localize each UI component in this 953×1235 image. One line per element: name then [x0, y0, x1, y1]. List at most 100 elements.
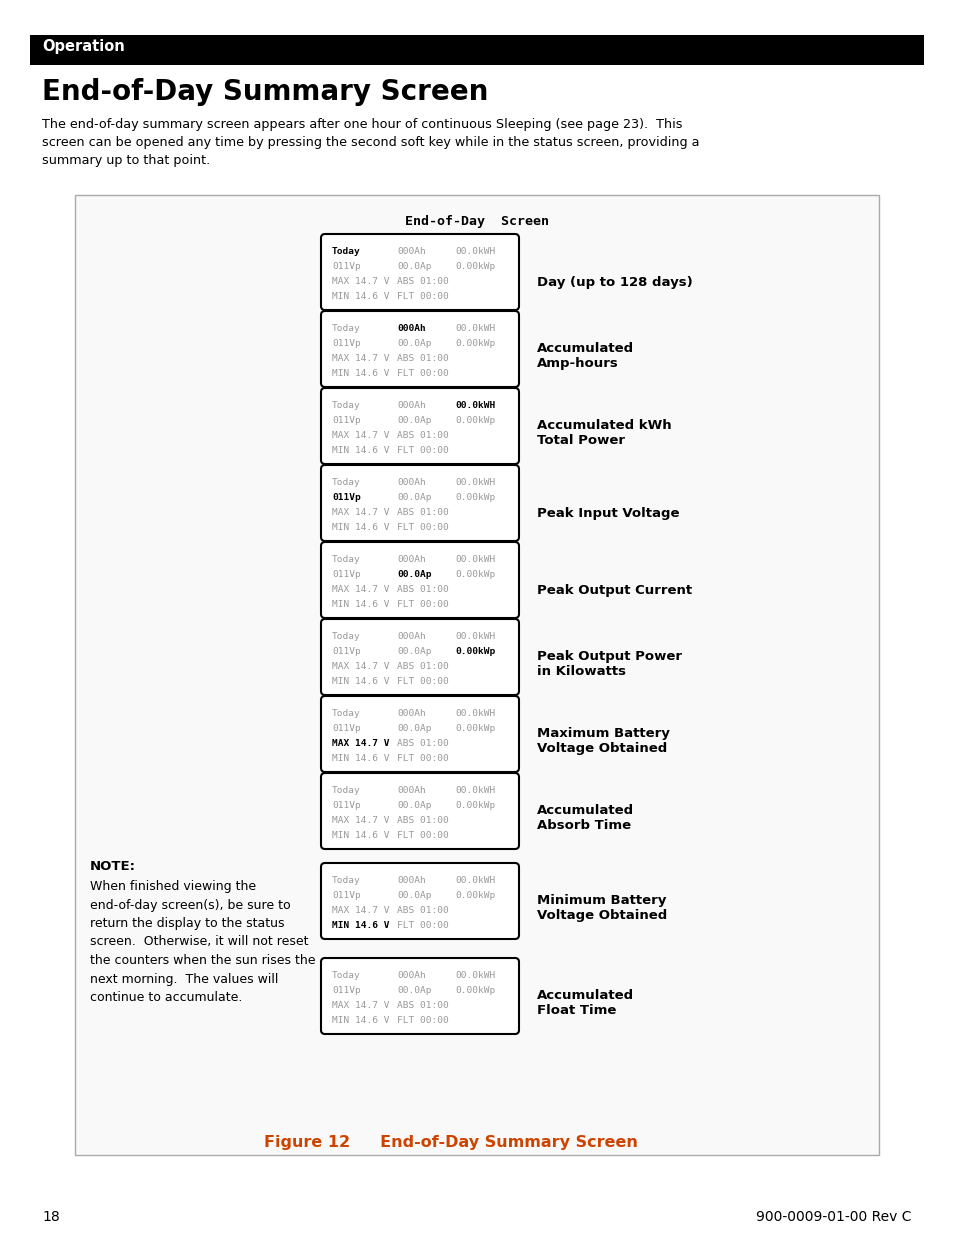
- Text: MIN 14.6 V: MIN 14.6 V: [332, 291, 389, 301]
- Text: 0.00kWp: 0.00kWp: [455, 724, 495, 734]
- Text: 000Ah: 000Ah: [396, 876, 425, 885]
- Text: 00.0kWH: 00.0kWH: [455, 247, 495, 256]
- Text: MIN 14.6 V: MIN 14.6 V: [332, 446, 389, 454]
- Text: ABS 01:00: ABS 01:00: [396, 739, 448, 748]
- Text: 00.0Ap: 00.0Ap: [396, 416, 431, 425]
- Text: When finished viewing the
end-of-day screen(s), be sure to
return the display to: When finished viewing the end-of-day scr…: [90, 881, 315, 1004]
- Text: 00.0kWH: 00.0kWH: [455, 401, 495, 410]
- Text: MIN 14.6 V: MIN 14.6 V: [332, 1016, 389, 1025]
- Text: 000Ah: 000Ah: [396, 785, 425, 795]
- Text: Accumulated: Accumulated: [537, 804, 634, 818]
- Text: Absorb Time: Absorb Time: [537, 819, 631, 832]
- Text: Minimum Battery: Minimum Battery: [537, 894, 666, 906]
- Text: MIN 14.6 V: MIN 14.6 V: [332, 921, 389, 930]
- Text: Today: Today: [332, 785, 360, 795]
- Text: NOTE:: NOTE:: [90, 860, 136, 873]
- Text: FLT 00:00: FLT 00:00: [396, 755, 448, 763]
- Text: End-of-Day Summary Screen: End-of-Day Summary Screen: [42, 78, 488, 106]
- Text: End-of-Day Summary Screen: End-of-Day Summary Screen: [352, 1135, 638, 1150]
- FancyBboxPatch shape: [320, 233, 518, 310]
- Text: Operation: Operation: [42, 40, 125, 54]
- Text: ABS 01:00: ABS 01:00: [396, 662, 448, 671]
- Text: FLT 00:00: FLT 00:00: [396, 600, 448, 609]
- FancyBboxPatch shape: [320, 863, 518, 939]
- Text: 000Ah: 000Ah: [396, 555, 425, 564]
- Text: 00.0kWH: 00.0kWH: [455, 876, 495, 885]
- Text: 00.0Ap: 00.0Ap: [396, 802, 431, 810]
- Text: 011Vp: 011Vp: [332, 802, 360, 810]
- Text: Figure 12: Figure 12: [264, 1135, 350, 1150]
- Text: in Kilowatts: in Kilowatts: [537, 664, 625, 678]
- Text: Peak Input Voltage: Peak Input Voltage: [537, 508, 679, 520]
- Text: 000Ah: 000Ah: [396, 709, 425, 718]
- FancyBboxPatch shape: [320, 388, 518, 464]
- Text: 0.00kWp: 0.00kWp: [455, 571, 495, 579]
- Text: 00.0Ap: 00.0Ap: [396, 986, 431, 995]
- Text: 0.00kWp: 0.00kWp: [455, 262, 495, 270]
- FancyBboxPatch shape: [320, 773, 518, 848]
- FancyBboxPatch shape: [320, 542, 518, 618]
- Text: Today: Today: [332, 401, 360, 410]
- Text: 011Vp: 011Vp: [332, 493, 360, 501]
- Text: 00.0kWH: 00.0kWH: [455, 709, 495, 718]
- Text: 900-0009-01-00 Rev C: 900-0009-01-00 Rev C: [756, 1210, 911, 1224]
- Text: 00.0Ap: 00.0Ap: [396, 493, 431, 501]
- Text: Voltage Obtained: Voltage Obtained: [537, 909, 666, 923]
- Text: ABS 01:00: ABS 01:00: [396, 816, 448, 825]
- Text: FLT 00:00: FLT 00:00: [396, 921, 448, 930]
- Text: 011Vp: 011Vp: [332, 986, 360, 995]
- Text: MIN 14.6 V: MIN 14.6 V: [332, 677, 389, 685]
- Text: Accumulated: Accumulated: [537, 989, 634, 1002]
- Text: MIN 14.6 V: MIN 14.6 V: [332, 369, 389, 378]
- Text: 00.0kWH: 00.0kWH: [455, 324, 495, 333]
- Text: 0.00kWp: 0.00kWp: [455, 986, 495, 995]
- Text: MAX 14.7 V: MAX 14.7 V: [332, 662, 389, 671]
- Text: FLT 00:00: FLT 00:00: [396, 291, 448, 301]
- Text: Today: Today: [332, 555, 360, 564]
- Text: MIN 14.6 V: MIN 14.6 V: [332, 522, 389, 532]
- Text: MAX 14.7 V: MAX 14.7 V: [332, 354, 389, 363]
- Text: ABS 01:00: ABS 01:00: [396, 1002, 448, 1010]
- Text: End-of-Day  Screen: End-of-Day Screen: [405, 215, 548, 228]
- Text: Accumulated kWh: Accumulated kWh: [537, 419, 671, 432]
- Text: MAX 14.7 V: MAX 14.7 V: [332, 816, 389, 825]
- FancyBboxPatch shape: [320, 619, 518, 695]
- Text: Accumulated: Accumulated: [537, 342, 634, 354]
- Text: 0.00kWp: 0.00kWp: [455, 338, 495, 348]
- Text: MAX 14.7 V: MAX 14.7 V: [332, 508, 389, 517]
- Text: MAX 14.7 V: MAX 14.7 V: [332, 585, 389, 594]
- Text: FLT 00:00: FLT 00:00: [396, 446, 448, 454]
- Text: 000Ah: 000Ah: [396, 401, 425, 410]
- Text: 000Ah: 000Ah: [396, 632, 425, 641]
- Text: ABS 01:00: ABS 01:00: [396, 906, 448, 915]
- Text: FLT 00:00: FLT 00:00: [396, 369, 448, 378]
- Text: 011Vp: 011Vp: [332, 416, 360, 425]
- Text: Voltage Obtained: Voltage Obtained: [537, 742, 666, 755]
- Text: 000Ah: 000Ah: [396, 478, 425, 487]
- Text: 011Vp: 011Vp: [332, 571, 360, 579]
- Text: 00.0kWH: 00.0kWH: [455, 785, 495, 795]
- Text: Amp-hours: Amp-hours: [537, 357, 618, 370]
- Text: 000Ah: 000Ah: [396, 324, 425, 333]
- FancyBboxPatch shape: [320, 311, 518, 387]
- Text: Day (up to 128 days): Day (up to 128 days): [537, 275, 692, 289]
- Text: 0.00kWp: 0.00kWp: [455, 890, 495, 900]
- Text: MAX 14.7 V: MAX 14.7 V: [332, 739, 389, 748]
- Text: Today: Today: [332, 876, 360, 885]
- Text: Total Power: Total Power: [537, 433, 624, 447]
- Text: Today: Today: [332, 478, 360, 487]
- Text: MAX 14.7 V: MAX 14.7 V: [332, 277, 389, 287]
- Text: ABS 01:00: ABS 01:00: [396, 354, 448, 363]
- Text: FLT 00:00: FLT 00:00: [396, 522, 448, 532]
- Text: 011Vp: 011Vp: [332, 647, 360, 656]
- Text: MAX 14.7 V: MAX 14.7 V: [332, 1002, 389, 1010]
- Text: MAX 14.7 V: MAX 14.7 V: [332, 906, 389, 915]
- Text: MAX 14.7 V: MAX 14.7 V: [332, 431, 389, 440]
- Text: FLT 00:00: FLT 00:00: [396, 677, 448, 685]
- Text: The end-of-day summary screen appears after one hour of continuous Sleeping (see: The end-of-day summary screen appears af…: [42, 119, 699, 167]
- FancyBboxPatch shape: [320, 958, 518, 1034]
- Text: ABS 01:00: ABS 01:00: [396, 585, 448, 594]
- Text: MIN 14.6 V: MIN 14.6 V: [332, 831, 389, 840]
- Text: ABS 01:00: ABS 01:00: [396, 277, 448, 287]
- Text: MIN 14.6 V: MIN 14.6 V: [332, 755, 389, 763]
